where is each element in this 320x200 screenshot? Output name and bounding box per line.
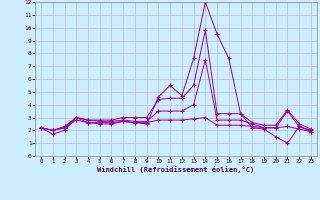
X-axis label: Windchill (Refroidissement éolien,°C): Windchill (Refroidissement éolien,°C) — [97, 166, 255, 173]
